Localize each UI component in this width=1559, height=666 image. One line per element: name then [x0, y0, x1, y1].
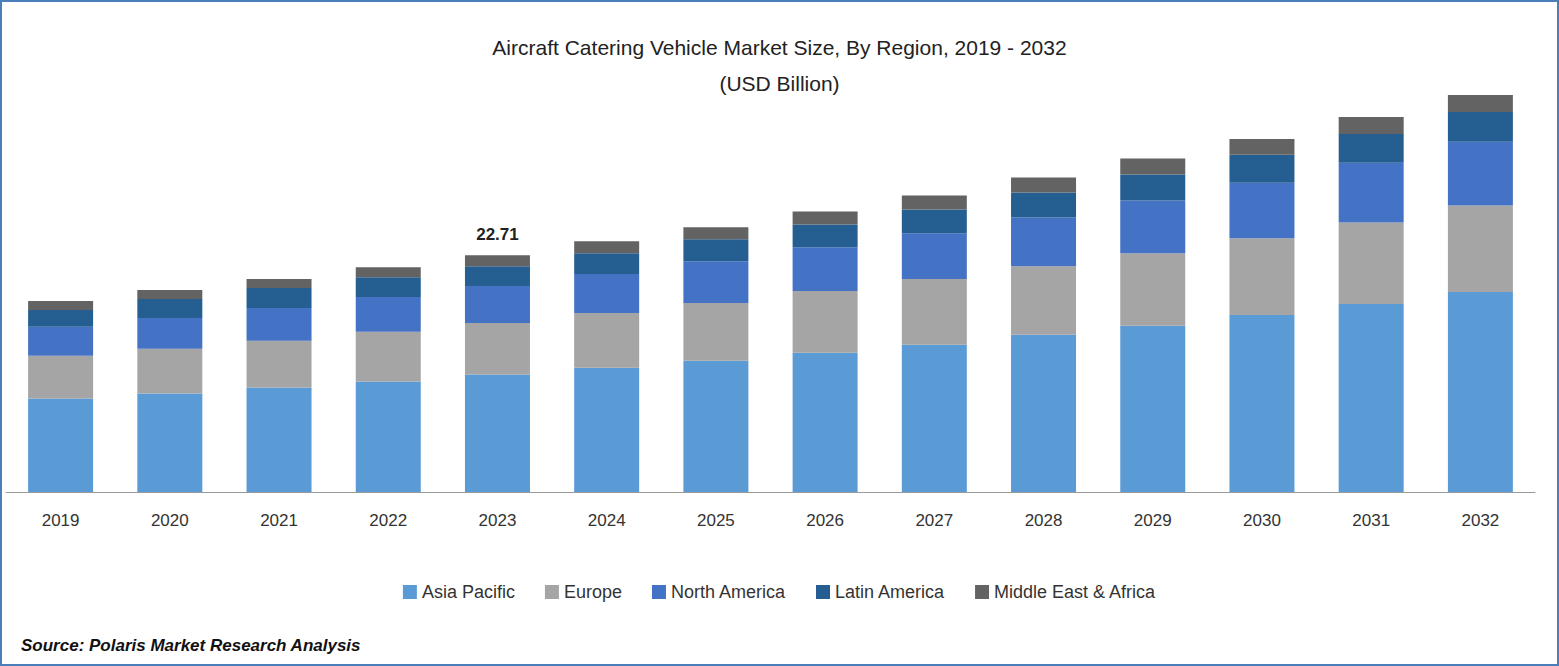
- svg-text:Europe: Europe: [564, 582, 622, 602]
- svg-text:2027: 2027: [915, 511, 953, 530]
- svg-text:2020: 2020: [151, 511, 189, 530]
- svg-text:22.71: 22.71: [476, 225, 519, 244]
- svg-text:2029: 2029: [1134, 511, 1172, 530]
- svg-text:2022: 2022: [369, 511, 407, 530]
- svg-text:2021: 2021: [260, 511, 298, 530]
- svg-text:(USD Billion): (USD Billion): [719, 72, 839, 95]
- svg-text:2023: 2023: [479, 511, 517, 530]
- svg-text:Aircraft Catering Vehicle Mark: Aircraft Catering Vehicle Market Size, B…: [492, 36, 1066, 59]
- svg-text:2019: 2019: [42, 511, 80, 530]
- svg-text:2028: 2028: [1025, 511, 1063, 530]
- svg-text:2030: 2030: [1243, 511, 1281, 530]
- svg-text:North America: North America: [671, 582, 786, 602]
- svg-text:2031: 2031: [1352, 511, 1390, 530]
- svg-text:2032: 2032: [1461, 511, 1499, 530]
- svg-text:Source: Polaris Market Researc: Source: Polaris Market Research Analysis: [21, 636, 361, 655]
- svg-text:2025: 2025: [697, 511, 735, 530]
- svg-text:2026: 2026: [806, 511, 844, 530]
- svg-text:2024: 2024: [588, 511, 626, 530]
- svg-text:Asia Pacific: Asia Pacific: [422, 582, 515, 602]
- svg-text:Middle East & Africa: Middle East & Africa: [994, 582, 1156, 602]
- svg-text:Latin America: Latin America: [835, 582, 945, 602]
